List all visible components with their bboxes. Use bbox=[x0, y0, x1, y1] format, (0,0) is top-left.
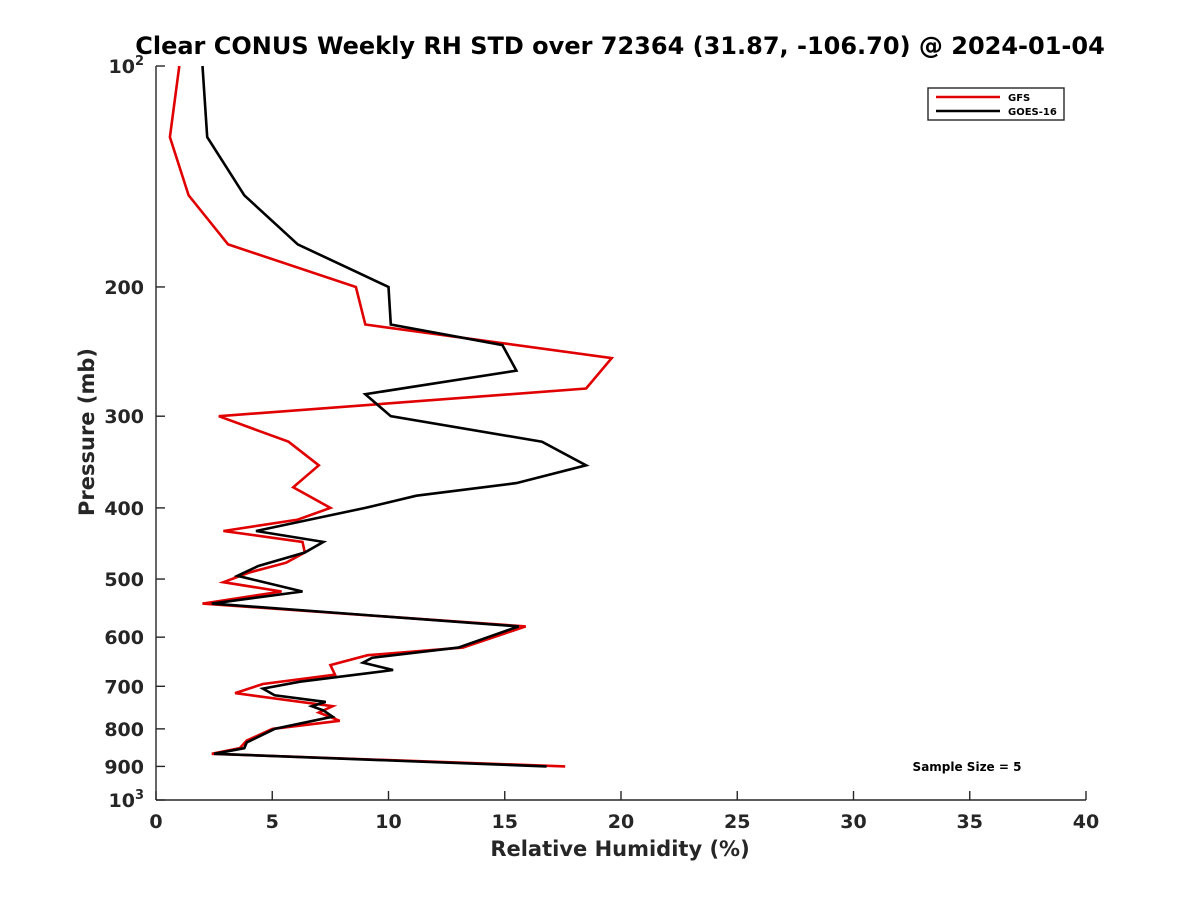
y-tick-label: 700 bbox=[104, 676, 144, 698]
y-tick-label: 500 bbox=[104, 569, 144, 591]
series-line-goes-16 bbox=[201, 65, 590, 768]
x-axis: 0 5 10 15 20 25 30 35 40 bbox=[149, 791, 1099, 833]
sample-size-annotation: Sample Size = 5 bbox=[913, 760, 1022, 774]
x-tick-label: 25 bbox=[724, 811, 750, 833]
y-tick-label: 800 bbox=[104, 719, 144, 741]
legend-label-gfs: GFS bbox=[1008, 93, 1030, 104]
y-tick-label: 900 bbox=[104, 756, 144, 778]
y-tick-label: 600 bbox=[104, 627, 144, 649]
y-tick-label: 103 bbox=[109, 788, 145, 812]
y-tick-label: 300 bbox=[104, 406, 144, 428]
x-tick-label: 35 bbox=[957, 811, 983, 833]
x-tick-label: 0 bbox=[149, 811, 162, 833]
x-tick-label: 15 bbox=[492, 811, 518, 833]
legend-box bbox=[927, 87, 1065, 121]
x-axis-label: Relative Humidity (%) bbox=[490, 837, 749, 861]
y-tick-label: 102 bbox=[109, 54, 145, 78]
y-tick-label: 400 bbox=[104, 498, 144, 520]
plot-area bbox=[168, 65, 615, 768]
x-tick-label: 20 bbox=[608, 811, 634, 833]
x-tick-label: 5 bbox=[266, 811, 279, 833]
legend-label-goes-16: GOES-16 bbox=[1008, 107, 1057, 118]
x-tick-label: 10 bbox=[375, 811, 401, 833]
chart-title: Clear CONUS Weekly RH STD over 72364 (31… bbox=[135, 32, 1105, 60]
x-tick-label: 40 bbox=[1073, 811, 1099, 833]
legend: GFS GOES-16 bbox=[927, 87, 1065, 121]
y-axis-label: Pressure (mb) bbox=[75, 348, 99, 516]
x-tick-label: 30 bbox=[840, 811, 866, 833]
y-axis: 102 200 300 400 500 600 700 800 900 103 bbox=[104, 54, 165, 812]
y-tick-label: 200 bbox=[104, 277, 144, 299]
series-line-gfs bbox=[168, 65, 615, 768]
